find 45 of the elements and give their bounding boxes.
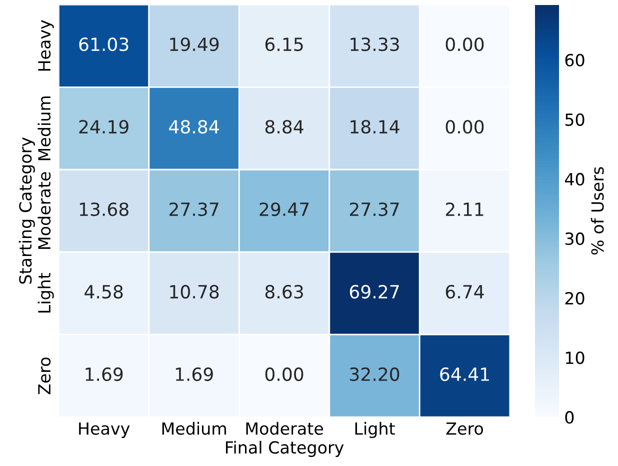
- y-axis-title: Starting Category: [18, 137, 35, 284]
- color-bar-label: 40: [564, 172, 584, 186]
- data-label: 0.00: [265, 367, 304, 382]
- data-label: 1.69: [86, 367, 123, 382]
- y-tick-label: Light: [38, 272, 54, 313]
- data-label: 8.63: [265, 284, 303, 299]
- data-label: 27.37: [170, 202, 218, 216]
- color-bar-label: 60: [565, 54, 584, 66]
- y-tick-label: Medium: [38, 96, 51, 160]
- data-label: 1.69: [176, 367, 213, 382]
- y-tick-label: Zero: [38, 358, 51, 394]
- data-label: 2.11: [446, 202, 484, 216]
- color-bar-title: % of Users: [590, 167, 604, 255]
- data-label: 69.27: [350, 284, 399, 299]
- data-label: 18.14: [350, 120, 400, 134]
- y-tick-label: Heavy: [38, 20, 54, 71]
- data-label: 61.03: [79, 37, 128, 52]
- color-bar-label: 50: [565, 113, 584, 126]
- data-label: 10.78: [170, 284, 219, 299]
- y-tick-label: Moderate: [38, 172, 51, 249]
- color-bar-label: 10: [566, 351, 584, 364]
- x-axis-title: Final Category: [226, 440, 344, 457]
- data-label: 4.58: [84, 284, 123, 299]
- data-label: 29.47: [260, 202, 309, 216]
- data-label: 27.37: [350, 202, 399, 216]
- x-tick-label: Light: [355, 422, 395, 438]
- data-label: 64.41: [440, 367, 489, 382]
- color-bar-label: 20: [565, 292, 584, 305]
- x-tick-label: Moderate: [246, 422, 324, 435]
- color-bar-label: 30: [565, 232, 584, 246]
- data-label: 13.68: [80, 202, 128, 216]
- data-label: 0.00: [446, 37, 484, 52]
- data-label: 0.00: [446, 120, 484, 134]
- data-label: 19.49: [170, 37, 219, 52]
- data-label: 24.19: [79, 120, 128, 134]
- x-tick-label: Zero: [446, 422, 483, 435]
- data-label: 13.33: [350, 37, 399, 52]
- data-label: 8.84: [265, 120, 304, 134]
- data-label: 6.74: [446, 284, 484, 299]
- data-label: 48.84: [169, 120, 219, 134]
- data-label: 32.20: [350, 367, 400, 382]
- x-tick-label: Heavy: [79, 422, 130, 438]
- data-label: 6.15: [265, 37, 303, 52]
- x-tick-label: Medium: [162, 422, 226, 435]
- color-bar-label: 0: [565, 411, 574, 424]
